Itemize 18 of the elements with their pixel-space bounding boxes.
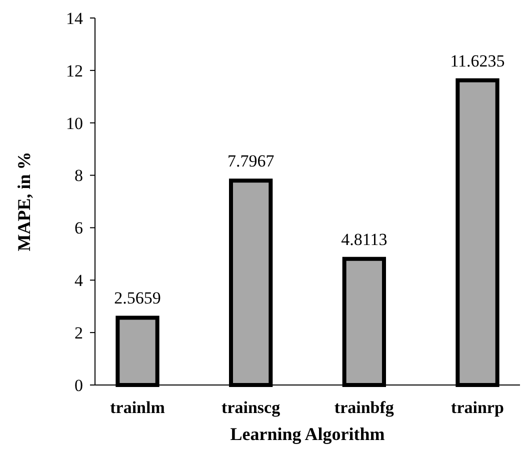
y-tick-label: 10 — [66, 114, 83, 133]
y-tick-label: 14 — [66, 8, 84, 28]
x-tick-label: trainscg — [222, 398, 281, 417]
data-label: 4.8113 — [341, 230, 388, 249]
x-tick-label: trainrp — [451, 398, 504, 417]
x-axis-title: Learning Algorithm — [230, 424, 385, 444]
x-tick-label: trainbfg — [334, 398, 394, 417]
data-label: 11.6235 — [450, 51, 505, 70]
data-label: 2.5659 — [114, 288, 161, 308]
x-tick-label: trainlm — [110, 398, 165, 417]
y-tick-label: 2 — [74, 324, 83, 343]
y-tick-label: 4 — [74, 271, 84, 290]
y-tick-label: 12 — [66, 61, 83, 80]
y-tick-label: 8 — [74, 166, 83, 186]
y-axis-title: MAPE, in % — [14, 152, 34, 252]
data-label: 7.7967 — [227, 152, 275, 171]
y-tick-label: 0 — [74, 376, 83, 395]
y-tick-label: 6 — [74, 218, 83, 238]
